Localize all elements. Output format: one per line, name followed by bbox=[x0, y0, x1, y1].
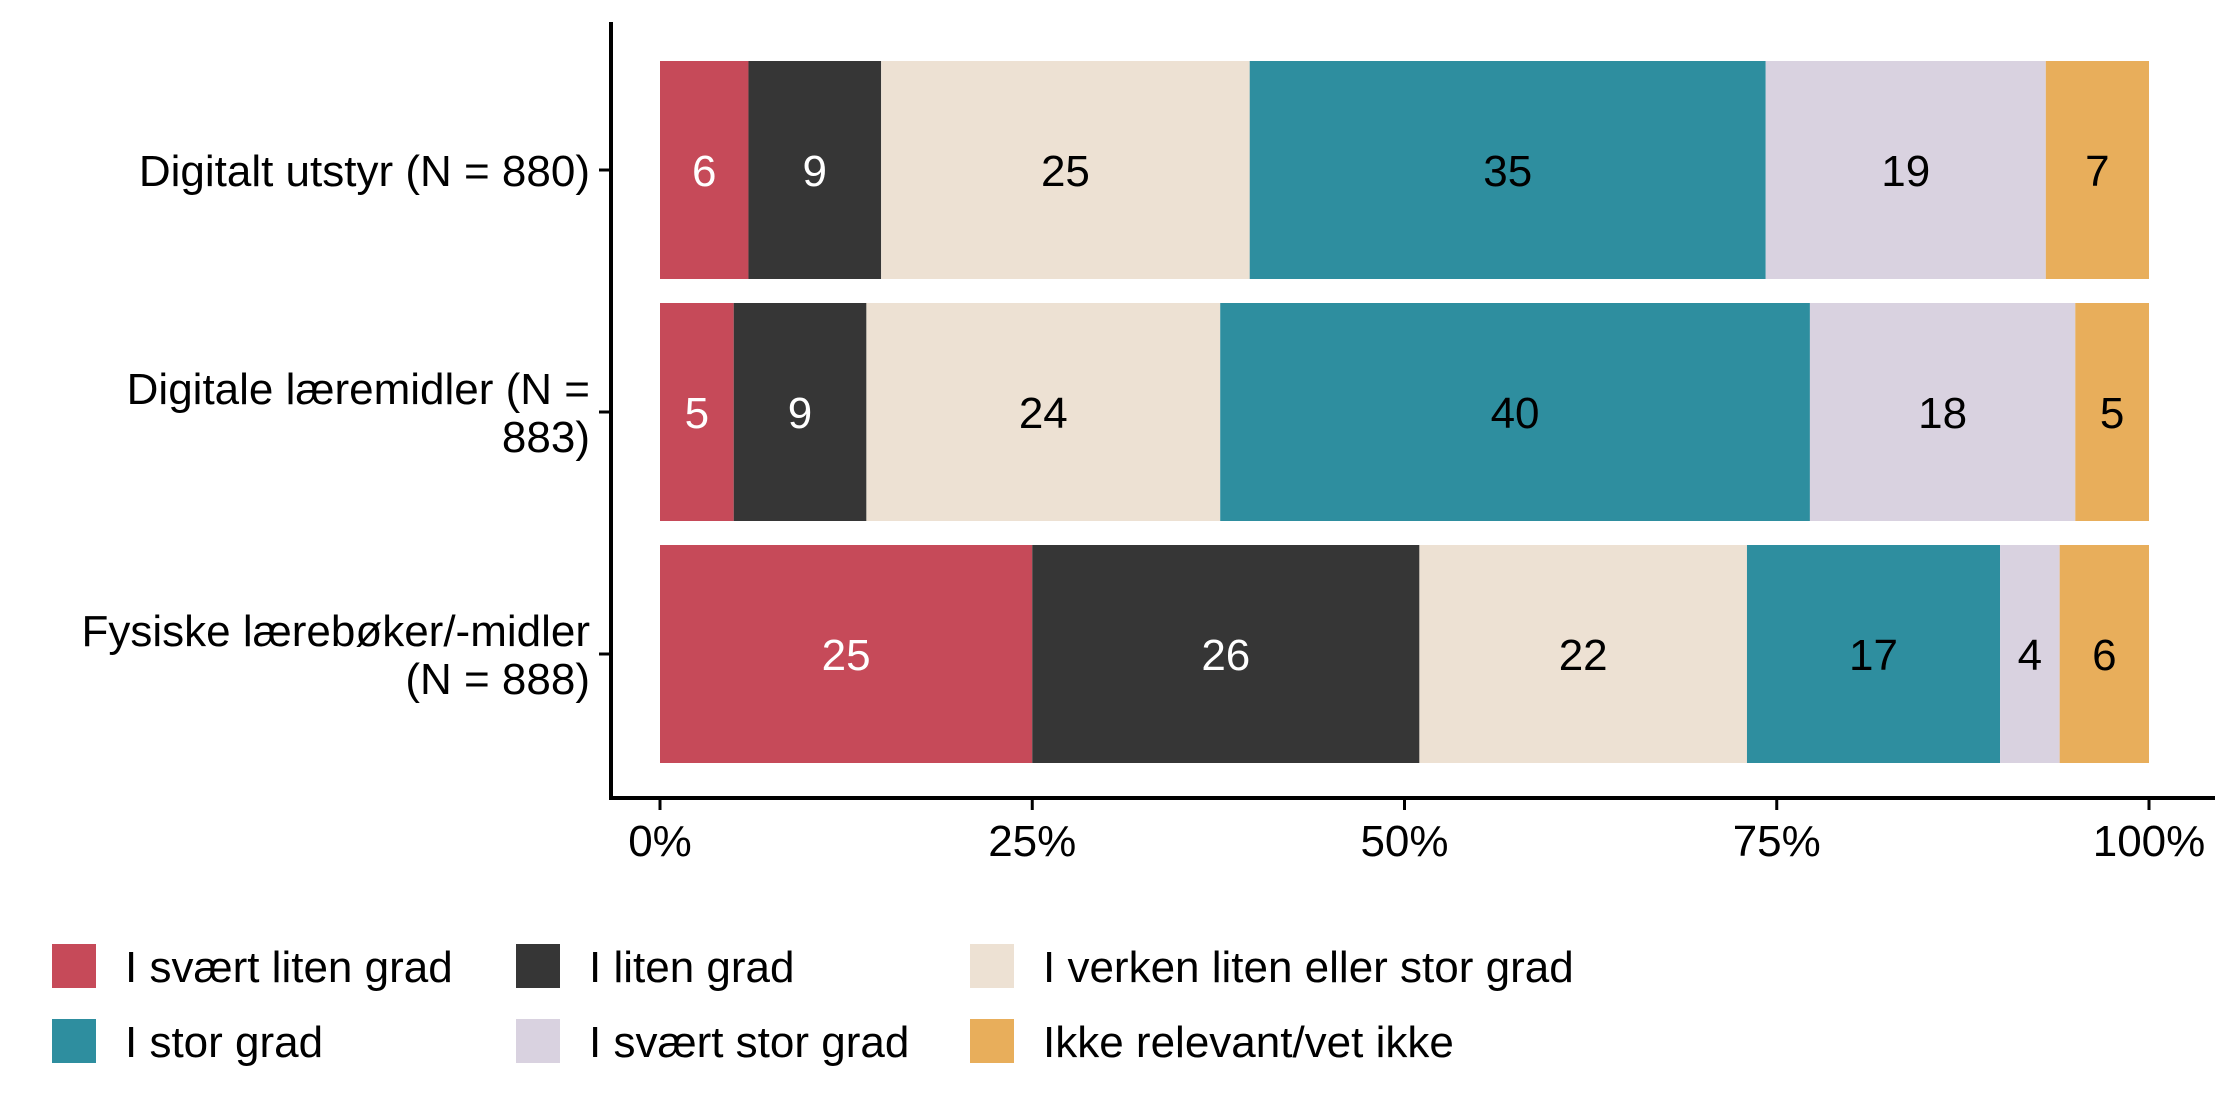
bar-i-svært-stor-grad-row-3 bbox=[2000, 545, 2060, 763]
bar-value-label: 22 bbox=[1559, 631, 1608, 680]
x-tick-label: 100% bbox=[2093, 817, 2206, 866]
bar-value-label: 35 bbox=[1483, 147, 1532, 196]
x-tick-label: 50% bbox=[1360, 817, 1448, 866]
bar-value-label: 26 bbox=[1201, 631, 1250, 680]
legend-swatch-i-stor-grad bbox=[52, 1019, 96, 1063]
plot-bars: 6 9 25 35 19 7 5 9 24 40 18 5 25 26 22 17 4 6 bbox=[660, 61, 2149, 763]
bar-i-svært-liten-grad-row-3 bbox=[660, 545, 1033, 763]
y-category-label: 883) bbox=[502, 413, 590, 462]
x-tick-label: 0% bbox=[628, 817, 692, 866]
bar-value-label: 9 bbox=[788, 389, 812, 438]
legend-label: I svært liten grad bbox=[125, 943, 453, 992]
legend-label: I svært stor grad bbox=[589, 1018, 909, 1067]
bar-i-liten-grad-row-3 bbox=[1032, 545, 1420, 763]
legend-swatch-ikke-relevant-vet-ikke bbox=[970, 1019, 1014, 1063]
legend-swatch-i-svært-liten-grad bbox=[52, 944, 96, 988]
bar-value-label: 5 bbox=[2100, 389, 2124, 438]
bar-value-label: 18 bbox=[1918, 389, 1967, 438]
legend-label: Ikke relevant/vet ikke bbox=[1043, 1018, 1454, 1067]
bar-ikke-relevant-vet-ikke-row-1 bbox=[2045, 61, 2149, 279]
bar-value-label: 6 bbox=[692, 147, 716, 196]
y-category-label: Fysiske lærebøker/-midler bbox=[81, 607, 590, 656]
bar-i-svært-stor-grad-row-1 bbox=[1765, 61, 2046, 279]
bar-ikke-relevant-vet-ikke-row-2 bbox=[2075, 303, 2149, 521]
x-tick-label: 75% bbox=[1733, 817, 1821, 866]
y-category-label: Digitalt utstyr (N = 880) bbox=[139, 147, 590, 196]
bar-i-stor-grad-row-2 bbox=[1220, 303, 1810, 521]
bar-value-label: 6 bbox=[2092, 631, 2116, 680]
bar-value-label: 9 bbox=[803, 147, 827, 196]
bar-value-label: 4 bbox=[2018, 631, 2042, 680]
legend: I svært liten grad I liten grad I verken l… bbox=[52, 943, 1574, 1067]
legend-swatch-i-liten-grad bbox=[516, 944, 560, 988]
legend-label: I stor grad bbox=[125, 1018, 323, 1067]
legend-swatch-i-verken-liten-eller-stor-grad bbox=[970, 944, 1014, 988]
bar-i-liten-grad-row-1 bbox=[748, 61, 882, 279]
bar-i-stor-grad-row-3 bbox=[1746, 545, 2001, 763]
y-category-label: (N = 888) bbox=[405, 655, 590, 704]
bar-value-label: 25 bbox=[1041, 147, 1090, 196]
legend-label: I verken liten eller stor grad bbox=[1043, 943, 1574, 992]
bar-i-stor-grad-row-1 bbox=[1249, 61, 1766, 279]
bar-value-label: 25 bbox=[822, 631, 871, 680]
bar-value-label: 7 bbox=[2085, 147, 2109, 196]
bar-value-label: 19 bbox=[1881, 147, 1930, 196]
legend-swatch-i-svært-stor-grad bbox=[516, 1019, 560, 1063]
bar-value-label: 24 bbox=[1019, 389, 1068, 438]
bar-i-verken-liten-eller-stor-grad-row-2 bbox=[866, 303, 1221, 521]
bar-value-label: 17 bbox=[1849, 631, 1898, 680]
bar-i-svært-liten-grad-row-1 bbox=[660, 61, 749, 279]
x-tick-label: 25% bbox=[988, 817, 1076, 866]
y-category-label: Digitale læremidler (N = bbox=[127, 365, 590, 414]
bar-i-verken-liten-eller-stor-grad-row-3 bbox=[1419, 545, 1747, 763]
legend-label: I liten grad bbox=[589, 943, 794, 992]
bar-i-svært-liten-grad-row-2 bbox=[660, 303, 734, 521]
bar-i-verken-liten-eller-stor-grad-row-1 bbox=[881, 61, 1250, 279]
bar-value-label: 5 bbox=[685, 389, 709, 438]
bar-i-svært-stor-grad-row-2 bbox=[1809, 303, 2076, 521]
bar-i-liten-grad-row-2 bbox=[733, 303, 867, 521]
bar-value-label: 40 bbox=[1491, 389, 1540, 438]
axes: 0% 25% 50% 75% 100% Digitalt utstyr (N = 880)… bbox=[81, 22, 2215, 866]
bar-ikke-relevant-vet-ikke-row-3 bbox=[2059, 545, 2149, 763]
